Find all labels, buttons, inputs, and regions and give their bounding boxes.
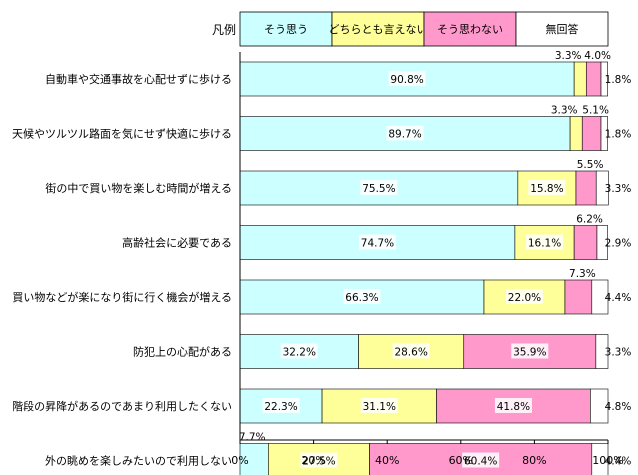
legend-label-3: そう思わない [437,23,503,36]
data-label-box [343,289,381,304]
data-label: 3.3% [605,347,632,359]
data-label: 3.3% [555,50,582,62]
category-label: 買い物などが楽になり街に行く機会が増える [12,290,232,304]
category-label: 階段の昇降があるのであまり利用したくない [12,399,232,413]
legend-title: 凡例 [212,23,236,37]
bar-segment [596,225,608,260]
data-label-box [360,180,398,195]
data-label-box [392,343,430,359]
x-tick-label: 60% [449,454,473,467]
data-label-box [388,71,426,86]
data-label: 4.0% [584,50,611,62]
data-label: 74.7% [361,238,394,250]
legend-label-1: そう思う [264,23,308,36]
data-label-box [300,452,338,468]
data-label-box [262,398,300,413]
bar-segment [591,443,609,475]
data-label: 5.1% [582,105,609,117]
bar-segment [239,443,269,475]
data-label: 22.3% [264,401,297,413]
legend-swatch-3 [423,11,517,47]
data-label: 31.1% [363,401,396,413]
bar-segment [595,334,609,369]
data-label: 41.8% [497,401,530,413]
bar-segment [585,61,602,97]
bar-segment [595,170,609,206]
x-tick-label: 0% [231,454,248,467]
data-label-box [360,398,398,413]
bar-segment [564,279,593,315]
legend-label-4: 無回答 [546,22,579,36]
data-label: 6.2% [576,214,603,226]
data-label-box [511,343,549,359]
bar-segment [573,225,598,260]
bar-segment [569,116,583,151]
bar-segment [590,388,609,424]
category-label: 自動車や交通事故を心配せずに歩ける [45,72,232,86]
data-label: 1.8% [605,129,632,141]
data-label: 4.4% [605,292,632,304]
data-label-box [494,398,532,413]
data-label-box [462,452,500,468]
bar-segment [600,116,608,151]
data-label: 60.4% [464,456,497,468]
x-tick-label: 80% [522,454,546,467]
data-label: 2.9% [605,238,632,250]
data-label: 7.3% [569,268,596,280]
data-label-box [358,234,396,250]
data-label: 35.9% [513,347,546,359]
category-label: 天候やツルツル路面を気にせず快適に歩ける [12,127,232,141]
legend-label-2: どちらとも言えない [329,23,428,36]
category-label: 防犯上の心配がある [133,345,232,359]
legend-swatch-4 [515,11,609,47]
data-label-box [386,125,424,141]
data-label: 15.8% [530,183,563,195]
data-label: 90.8% [390,74,423,86]
data-label: 3.3% [605,183,632,195]
bar-segment [575,170,597,206]
data-label-box [505,289,543,304]
data-label: 22.0% [508,292,541,304]
x-tick-label: 40% [375,454,399,467]
data-label: 4.8% [605,401,632,413]
bar-segment [591,279,609,315]
data-label: 4.4% [605,456,632,468]
data-label: 66.3% [345,292,378,304]
x-tick-label: 20% [301,454,325,467]
data-label-box [280,343,318,359]
data-label: 28.6% [394,347,427,359]
bar-segment [517,170,577,206]
data-label: 75.5% [362,183,395,195]
bar-segment [581,116,602,151]
category-label: 街の中で買い物を楽しむ時間が増える [45,181,232,195]
data-label-box [526,234,564,250]
legend-swatch-2 [331,11,425,47]
data-label-box [528,180,566,195]
legend-swatch-1 [239,11,333,47]
category-label: 高齢社会に必要である [122,236,232,250]
data-label: 89.7% [388,129,421,141]
data-label: 3.3% [551,105,578,117]
data-label: 16.1% [528,238,561,250]
data-label: 27.5% [302,456,335,468]
x-tick-label: 100% [592,454,623,467]
data-label: 1.8% [605,74,632,86]
category-label: 外の眺めを楽しみたいので利用しない [45,455,232,468]
bar-segment [239,170,519,206]
data-label: 7.7% [239,432,266,444]
bar-segment [600,61,608,97]
data-label: 32.2% [283,347,316,359]
data-label: 5.5% [577,159,604,171]
bar-segment [573,61,587,97]
